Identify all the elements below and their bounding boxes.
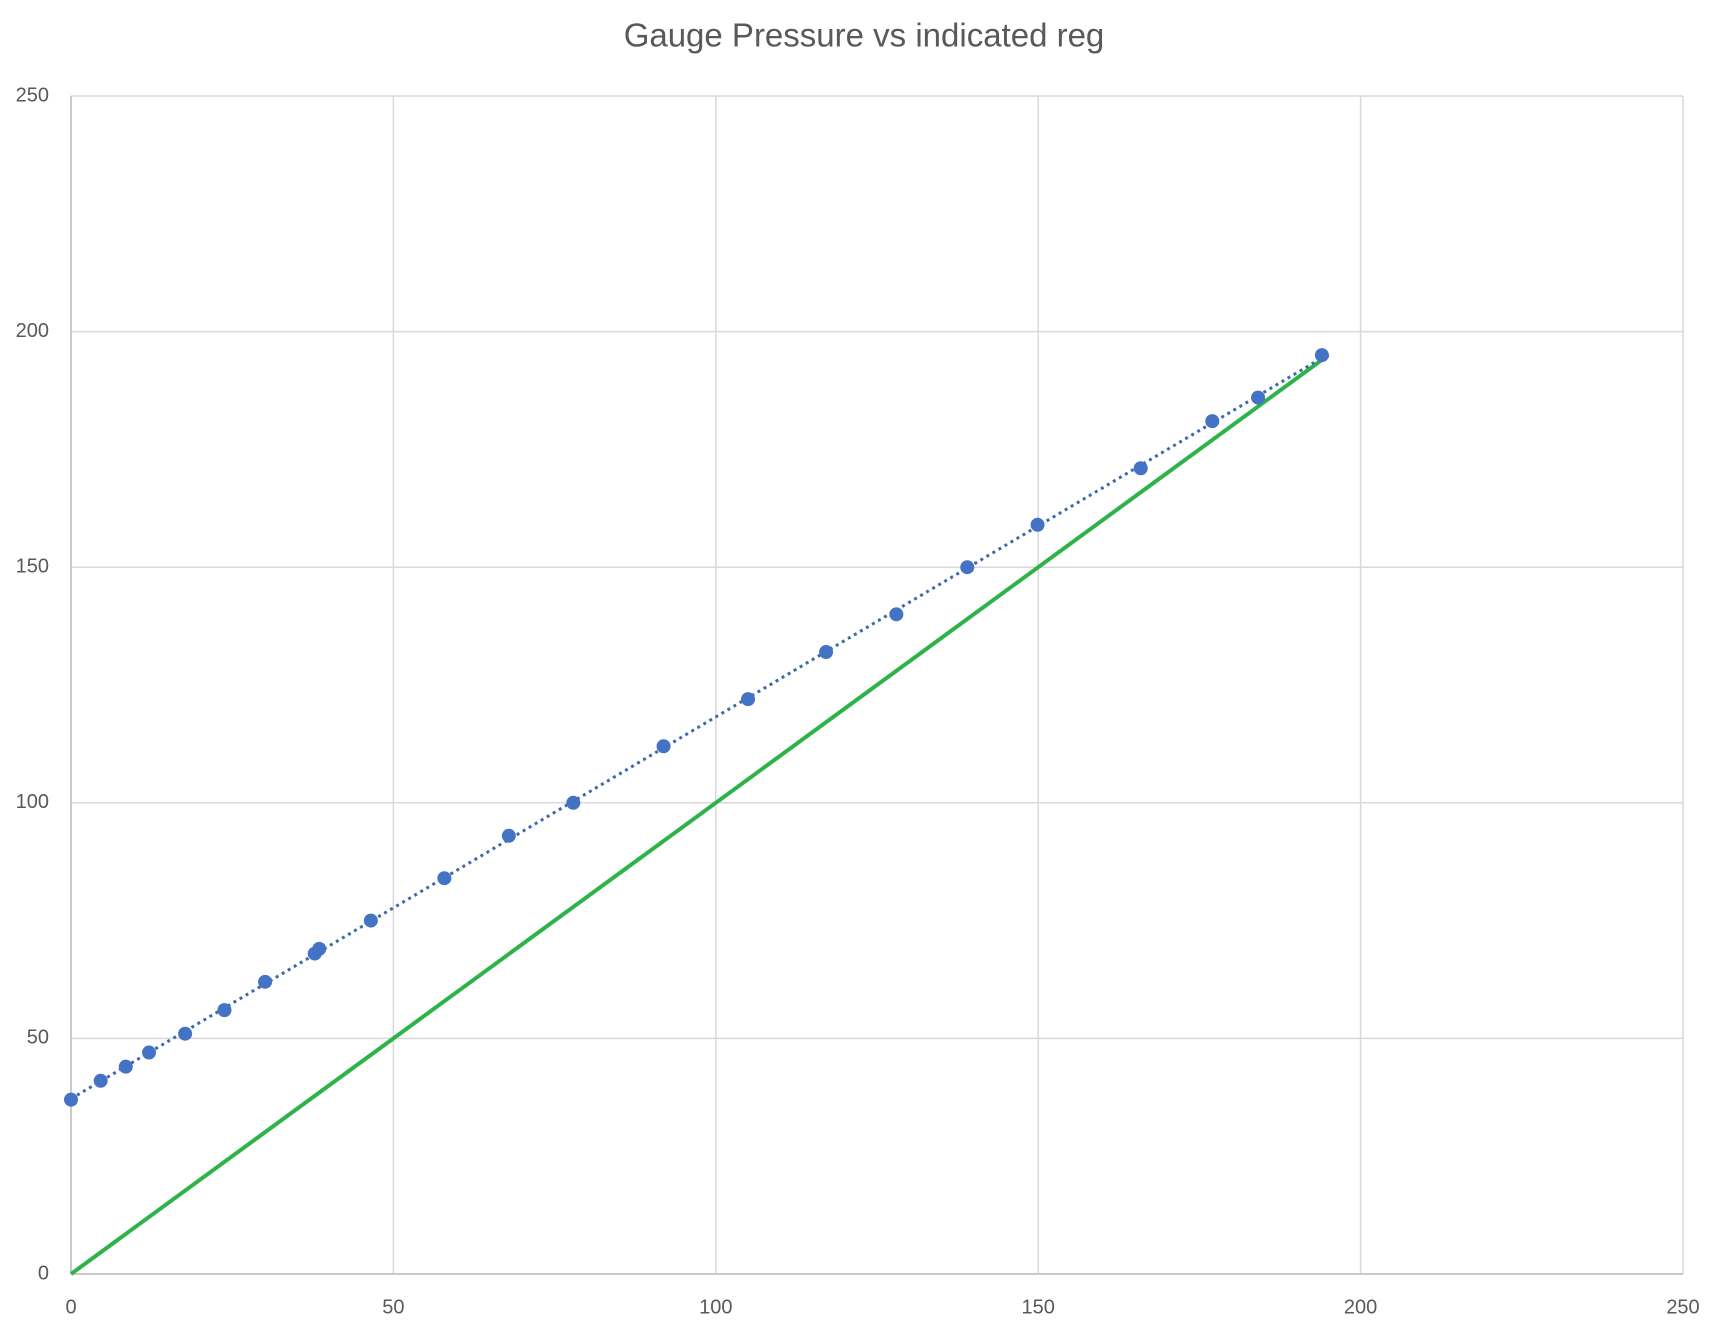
trendline bbox=[70, 356, 1323, 1101]
data-point bbox=[312, 941, 327, 956]
x-tick-label: 100 bbox=[699, 1296, 732, 1318]
x-tick-label: 250 bbox=[1666, 1296, 1699, 1318]
data-point bbox=[1133, 461, 1148, 476]
x-tick-label: 50 bbox=[382, 1296, 404, 1318]
data-point bbox=[93, 1073, 108, 1088]
y-tick-label: 50 bbox=[27, 1027, 49, 1049]
data-point bbox=[1205, 414, 1220, 429]
data-point bbox=[1251, 390, 1266, 405]
data-point bbox=[258, 974, 273, 989]
data-point bbox=[889, 607, 904, 622]
data-point bbox=[566, 795, 581, 810]
data-point bbox=[142, 1045, 157, 1060]
data-point bbox=[501, 828, 516, 843]
data-point bbox=[217, 1003, 232, 1018]
y-tick-label: 150 bbox=[16, 555, 49, 577]
y-tick-label: 0 bbox=[38, 1262, 49, 1284]
data-point bbox=[741, 692, 756, 707]
data-point bbox=[363, 913, 378, 928]
data-point bbox=[1314, 348, 1329, 363]
reference-line bbox=[69, 353, 1330, 1276]
data-point bbox=[118, 1059, 133, 1074]
y-tick-label: 250 bbox=[16, 84, 49, 106]
data-point bbox=[656, 739, 671, 754]
x-tick-label: 0 bbox=[65, 1296, 76, 1318]
y-tick-label: 200 bbox=[16, 320, 49, 342]
chart-title: Gauge Pressure vs indicated reg bbox=[624, 17, 1105, 54]
data-point bbox=[178, 1026, 193, 1041]
data-point bbox=[64, 1092, 78, 1107]
data-point bbox=[1030, 517, 1045, 532]
x-tick-label: 150 bbox=[1022, 1296, 1055, 1318]
data-point bbox=[437, 871, 452, 886]
data-point bbox=[960, 560, 975, 575]
y-tick-label: 100 bbox=[16, 791, 49, 813]
x-tick-label: 200 bbox=[1344, 1296, 1377, 1318]
data-point bbox=[819, 645, 834, 660]
